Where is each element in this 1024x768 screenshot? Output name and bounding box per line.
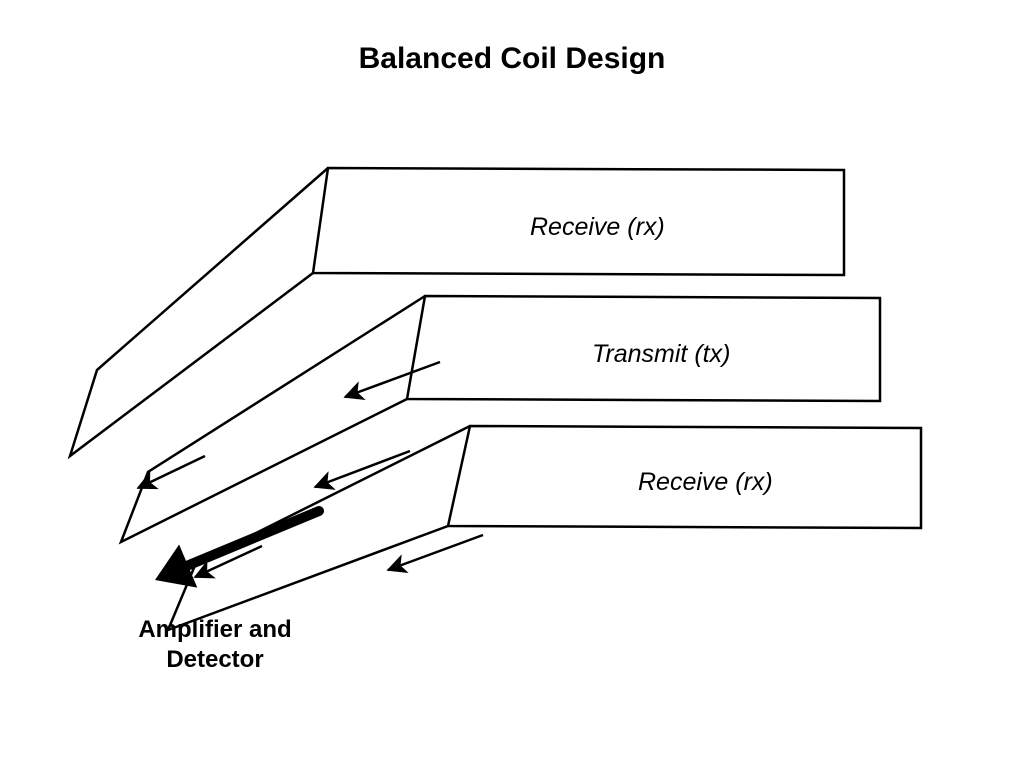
output-arrow-shaft	[177, 511, 319, 570]
base-outline-2	[168, 426, 470, 630]
amplifier-label-line2: Detector	[166, 646, 263, 673]
flow-arrow-2	[388, 535, 483, 570]
panel-label-rx-top: Receive (rx)	[530, 213, 665, 241]
panel-label-rx-bottom: Receive (rx)	[638, 468, 773, 496]
base-outline-1	[121, 296, 425, 542]
diagram-canvas: Balanced Coil Design Receive (rx)Transmi…	[0, 0, 1024, 768]
flow-arrow-1	[315, 451, 410, 487]
panel-label-tx-mid: Transmit (tx)	[592, 340, 730, 368]
base-outline-0	[70, 168, 328, 456]
amplifier-label-line1: Amplifier and	[138, 616, 291, 643]
amplifier-label: Amplifier and Detector	[95, 615, 335, 675]
